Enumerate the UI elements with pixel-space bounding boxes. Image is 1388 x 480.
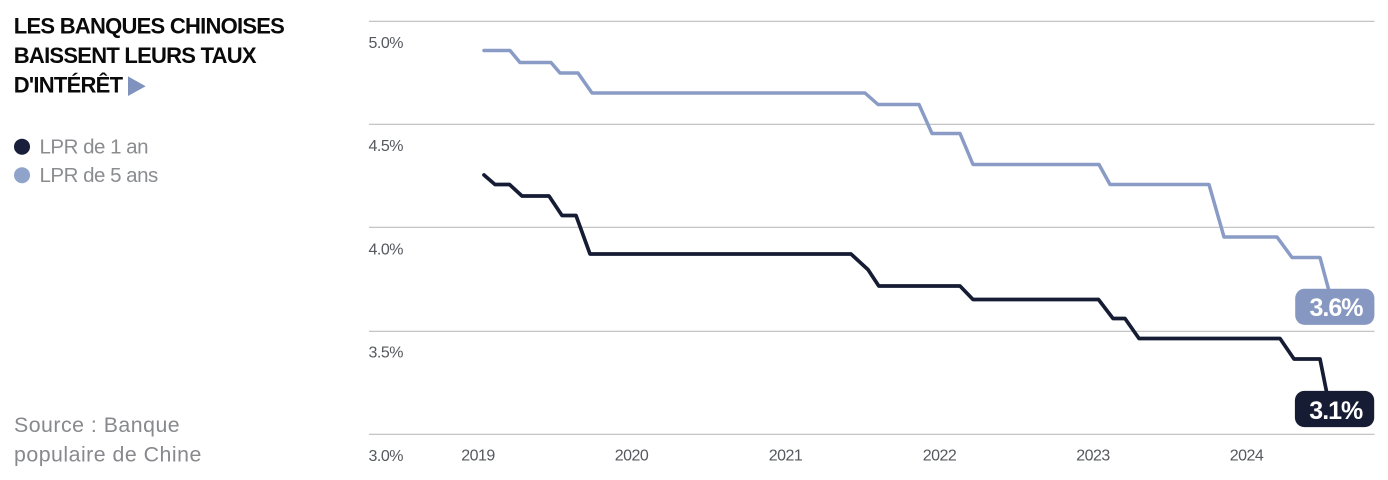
- svg-text:2021: 2021: [769, 448, 803, 465]
- svg-text:populaire de Chine: populaire de Chine: [14, 443, 202, 467]
- svg-text:LES BANQUES CHINOISES: LES BANQUES CHINOISES: [14, 13, 284, 38]
- svg-text:5.0%: 5.0%: [369, 35, 404, 52]
- svg-text:2023: 2023: [1076, 448, 1110, 465]
- svg-text:3.1%: 3.1%: [1309, 397, 1363, 425]
- svg-text:4.0%: 4.0%: [369, 241, 404, 258]
- svg-text:2022: 2022: [923, 448, 957, 465]
- svg-text:2019: 2019: [461, 448, 495, 465]
- svg-text:4.5%: 4.5%: [369, 138, 404, 155]
- svg-text:LPR de 1 an: LPR de 1 an: [40, 136, 149, 159]
- svg-text:D'INTÉRÊT: D'INTÉRÊT: [14, 73, 124, 98]
- svg-text:Source : Banque: Source : Banque: [14, 413, 180, 437]
- svg-text:BAISSENT LEURS TAUX: BAISSENT LEURS TAUX: [14, 43, 257, 68]
- svg-text:LPR de 5 ans: LPR de 5 ans: [40, 164, 158, 187]
- svg-text:3.5%: 3.5%: [369, 345, 404, 362]
- svg-text:3.6%: 3.6%: [1310, 294, 1364, 322]
- svg-text:3.0%: 3.0%: [369, 448, 404, 465]
- svg-text:2024: 2024: [1230, 448, 1264, 465]
- svg-text:2020: 2020: [615, 448, 649, 465]
